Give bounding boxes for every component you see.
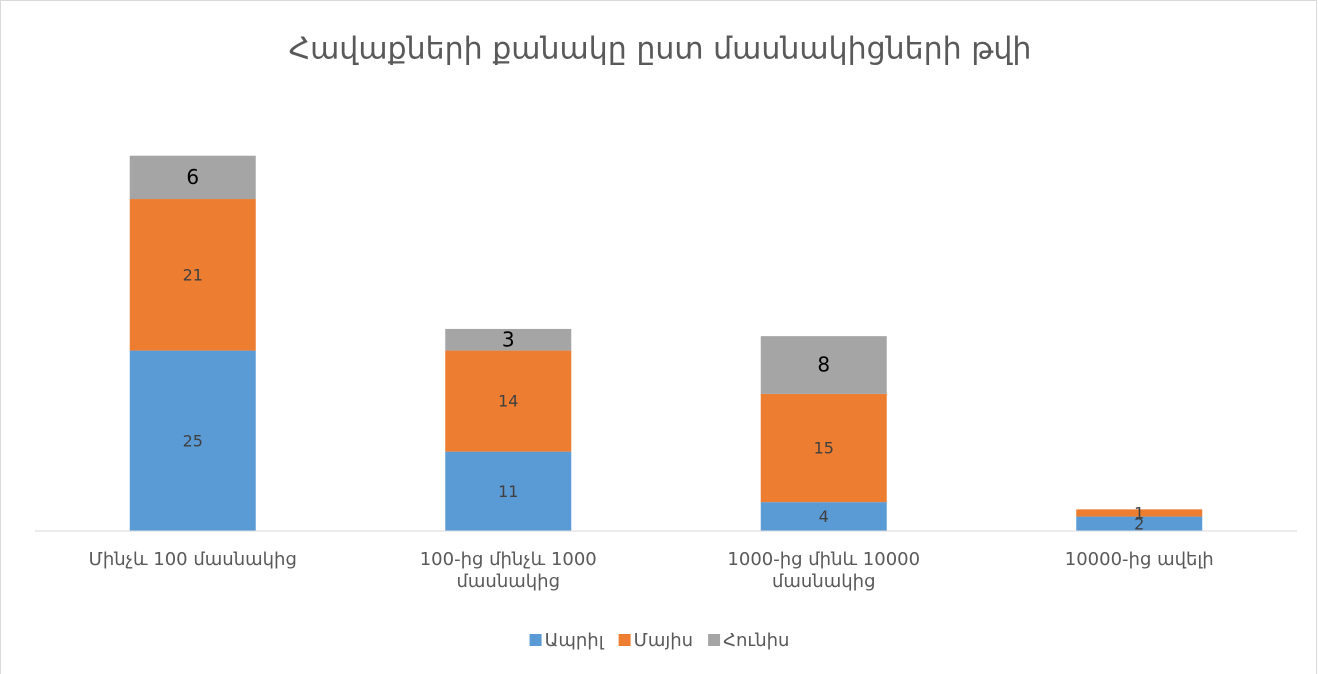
legend-swatch	[529, 634, 542, 646]
data-label: 4	[819, 507, 829, 526]
bar-segment	[1076, 509, 1203, 517]
data-label: 11	[498, 482, 518, 501]
bar-segment	[760, 502, 887, 531]
legend-swatch	[618, 634, 631, 646]
data-label: 3	[502, 327, 515, 351]
legend-label: Մայիս	[634, 630, 693, 651]
legend-label: Հունիս	[723, 630, 789, 651]
bar-segment	[129, 199, 256, 351]
x-tick-label: 1000-ից մինև 10000 մասնակից	[727, 549, 921, 592]
x-tick-label: 10000-ից ավելի	[1064, 549, 1214, 570]
legend-swatch	[708, 634, 721, 646]
data-label: 6	[186, 165, 199, 189]
bar-segment	[129, 350, 256, 531]
data-label: 15	[814, 439, 834, 458]
data-label: 1	[1134, 503, 1144, 522]
data-label: 2	[1134, 514, 1144, 533]
bar-segment	[760, 393, 887, 503]
data-label: 21	[183, 265, 203, 284]
bar-segment	[1076, 516, 1203, 531]
x-tick-label: 100-ից մինչև 1000 մասնակից	[419, 549, 597, 592]
chart-title: Հավաքների քանակը ըստ մասնակիցների թվի	[289, 32, 1032, 67]
bar-segment	[445, 451, 572, 531]
bar-segment	[129, 155, 256, 200]
x-tick-label: Մինչև 100 մասնակից	[88, 549, 297, 570]
data-label: 8	[817, 353, 830, 377]
legend-label: Ապրիլ	[545, 630, 605, 651]
bar-segment	[445, 328, 572, 351]
bar-segment	[445, 350, 572, 452]
data-label: 25	[183, 431, 203, 450]
bar-segment	[760, 336, 887, 394]
data-label: 14	[498, 392, 518, 411]
